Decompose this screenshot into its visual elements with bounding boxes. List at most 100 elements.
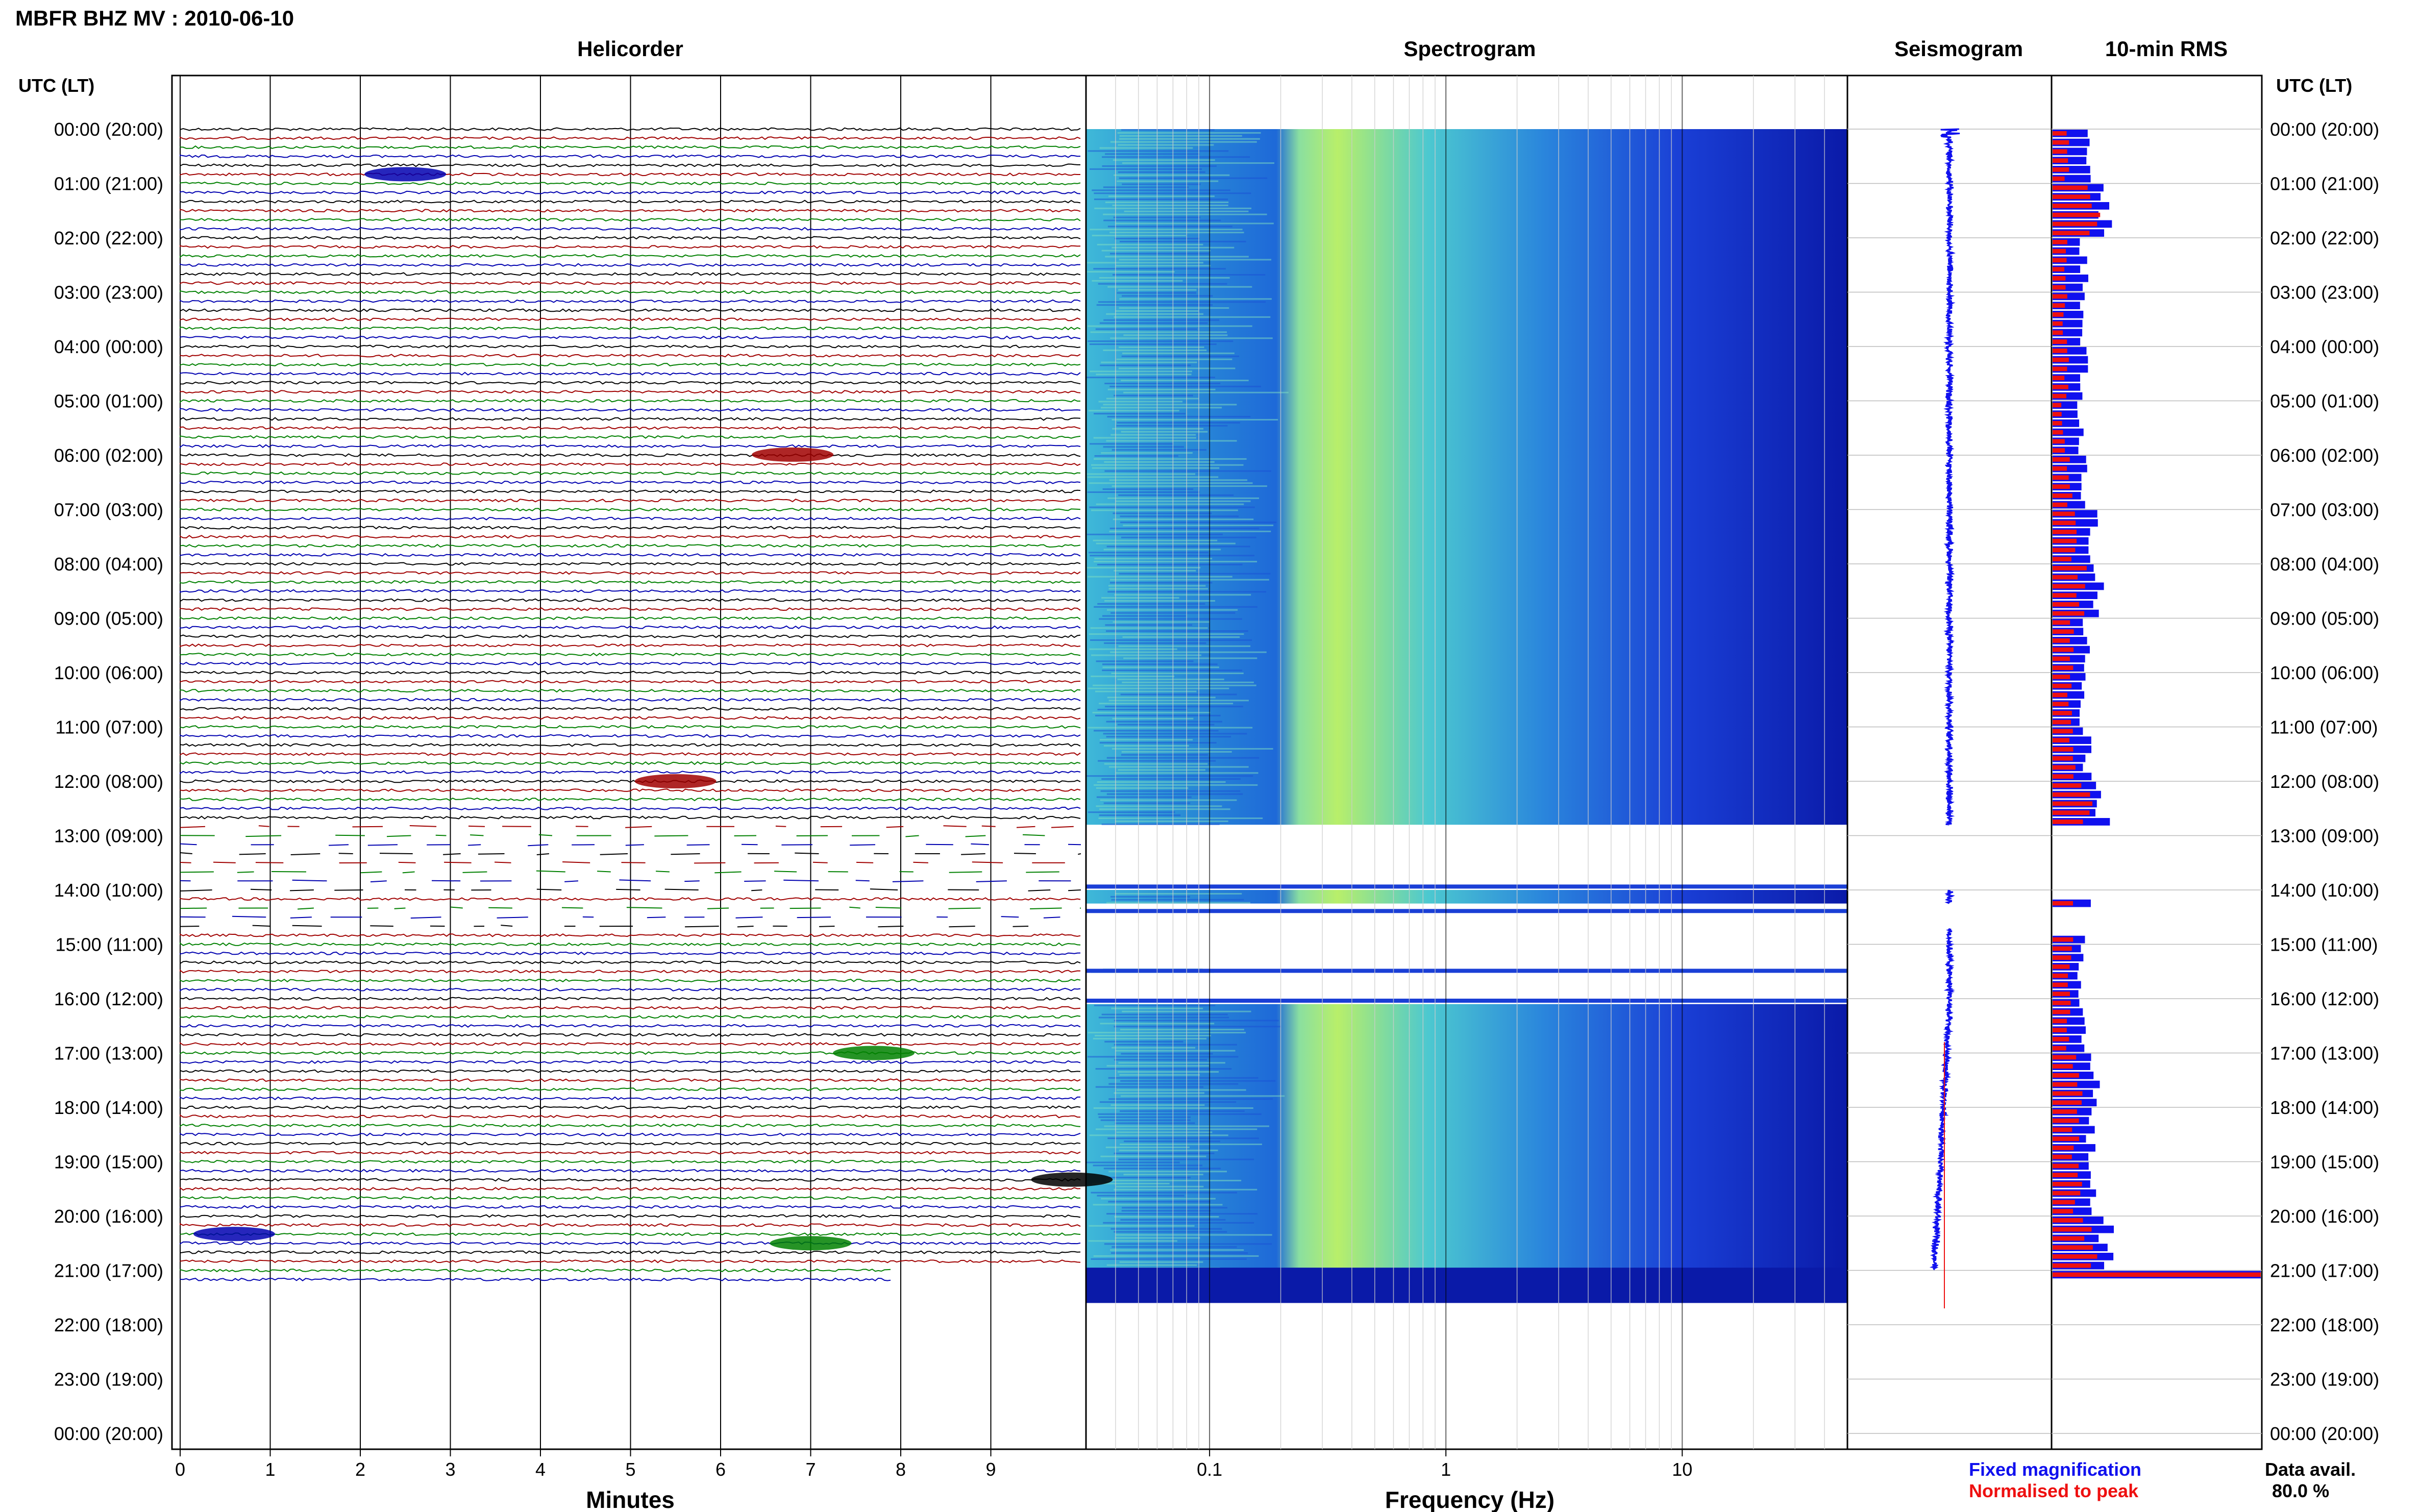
- spectrogram-strip: [1086, 884, 1847, 889]
- spectrogram-stripe: [1119, 346, 1204, 348]
- helicorder-trace: [180, 925, 1029, 928]
- time-label-right: 04:00 (00:00): [2270, 336, 2379, 357]
- spectrogram-stripe: [1088, 150, 1229, 152]
- helicorder-tick-label: 1: [265, 1459, 275, 1480]
- spectrogram-stripe: [1109, 528, 1260, 529]
- helicorder-trace: [180, 471, 1081, 476]
- helicorder-trace: [180, 1186, 1081, 1191]
- spectrogram-stripe: [1099, 814, 1181, 816]
- helicorder-xlabel: Minutes: [586, 1486, 675, 1512]
- spectrogram-stripe: [1114, 1216, 1219, 1218]
- rms-bar-normalised: [2053, 267, 2065, 271]
- spectrogram-stripe: [1093, 1037, 1207, 1039]
- spectrogram-stripe: [1087, 377, 1215, 379]
- spectrogram-stripe: [1097, 709, 1188, 710]
- helicorder-trace: [180, 1051, 1081, 1055]
- rms-bar-normalised: [2053, 1254, 2097, 1259]
- time-label-right: 00:00 (20:00): [2270, 1423, 2379, 1444]
- spectrogram-stripe: [1088, 727, 1253, 729]
- spectrogram-stripe: [1105, 624, 1193, 626]
- spectrogram-stripe: [1114, 1092, 1205, 1094]
- rms-bar-normalised: [2053, 167, 2069, 172]
- helicorder-tick-label: 3: [445, 1459, 455, 1480]
- helicorder-trace: [180, 1277, 891, 1281]
- rms-bar-normalised: [2053, 475, 2069, 480]
- rms-bar-normalised: [2053, 720, 2071, 725]
- spectrogram-stripe: [1116, 265, 1211, 267]
- rms-bar-normalised: [2053, 421, 2062, 426]
- rms-bar-normalised: [2053, 1100, 2082, 1105]
- rms-bar-normalised: [2053, 820, 2083, 824]
- rms-bar-normalised: [2053, 249, 2066, 254]
- spectrogram-stripe: [1106, 1180, 1242, 1181]
- spectrogram-stripe: [1089, 633, 1244, 635]
- spectrogram-stripe: [1087, 775, 1253, 777]
- rms-bar-normalised: [2053, 538, 2077, 543]
- helicorder-trace: [180, 308, 1081, 312]
- helicorder-trace: [180, 326, 1081, 331]
- rms-bar-normalised: [2053, 593, 2077, 598]
- rms-bar-normalised: [2053, 602, 2080, 607]
- time-label-right: 20:00 (16:00): [2270, 1206, 2379, 1227]
- helicorder-tick-label: 9: [985, 1459, 996, 1480]
- spectrogram-stripe: [1121, 355, 1240, 357]
- helicorder-trace: [180, 127, 1081, 131]
- spectrogram-stripe: [1117, 422, 1240, 424]
- spectrogram-stripe: [1120, 522, 1277, 524]
- spectrogram-stripe: [1113, 621, 1210, 623]
- helicorder-trace: [180, 707, 1081, 711]
- spectrogram-stripe: [1103, 446, 1184, 448]
- spectrogram-stripe: [1105, 202, 1229, 203]
- rms-bar-normalised: [2053, 276, 2066, 281]
- spectrogram-stripe: [1110, 434, 1196, 436]
- spectrogram-stripe: [1094, 413, 1186, 415]
- spectrogram-stripe: [1093, 539, 1218, 541]
- spectrogram-stripe: [1110, 337, 1273, 339]
- spectrogram-stripe: [1089, 343, 1217, 345]
- rms-bar-normalised: [2053, 1236, 2085, 1241]
- helicorder-trace: [180, 652, 1081, 657]
- spectrogram-stripe: [1112, 748, 1273, 750]
- spectrogram-tick-label: 10: [1672, 1459, 1692, 1480]
- spectrogram-stripe: [1119, 259, 1272, 261]
- rms-bar-normalised: [2053, 1146, 2074, 1150]
- helicorder-trace: [180, 716, 1081, 720]
- rms-bar-normalised: [2053, 656, 2070, 661]
- spectrogram-stripe: [1106, 757, 1260, 759]
- time-label-left: 22:00 (18:00): [54, 1315, 163, 1335]
- helicorder-trace: [180, 688, 1081, 693]
- rms-bar-normalised: [2053, 466, 2067, 471]
- spectrogram-stripe: [1112, 449, 1207, 451]
- helicorder-event: [1031, 1172, 1113, 1187]
- legend-fixed: Fixed magnification: [1969, 1459, 2141, 1480]
- time-label-right: 02:00 (22:00): [2270, 228, 2379, 249]
- rms-bar-normalised: [2053, 212, 2101, 217]
- spectrogram-stripe: [1104, 1243, 1272, 1245]
- spectrogram-stripe: [1099, 742, 1217, 744]
- spectrogram-stripe: [1092, 467, 1220, 469]
- spectrogram-stripe: [1110, 1104, 1205, 1106]
- spectrogram-stripe: [1097, 1195, 1184, 1197]
- spectrogram-stripe: [1099, 808, 1230, 810]
- helicorder-trace: [180, 562, 1081, 566]
- spectrogram-stripe: [1098, 1113, 1262, 1115]
- spectrogram-stripe: [1121, 431, 1208, 433]
- spectrogram-stripe: [1121, 380, 1249, 382]
- spectrogram-stripe: [1100, 364, 1191, 366]
- spectrogram-stripe: [1108, 195, 1215, 197]
- helicorder-trace: [180, 200, 1081, 204]
- spectrogram-stripe: [1109, 530, 1271, 532]
- spectrogram-stripe: [1122, 681, 1254, 683]
- spectrogram-stripe: [1104, 461, 1215, 463]
- helicorder-event: [752, 447, 834, 462]
- spectrogram-stripe: [1115, 820, 1228, 822]
- time-label-right: 14:00 (10:00): [2270, 880, 2379, 901]
- spectrogram-stripe: [1110, 1249, 1244, 1251]
- rms-bar-normalised: [2053, 1055, 2077, 1060]
- helicorder-trace: [180, 417, 1081, 421]
- helicorder-trace: [180, 526, 1081, 530]
- rms-bar-normalised: [2053, 1091, 2083, 1096]
- time-label-left: 11:00 (07:00): [56, 717, 163, 738]
- spectrogram-stripe: [1100, 1155, 1206, 1157]
- helicorder-trace: [180, 499, 1081, 503]
